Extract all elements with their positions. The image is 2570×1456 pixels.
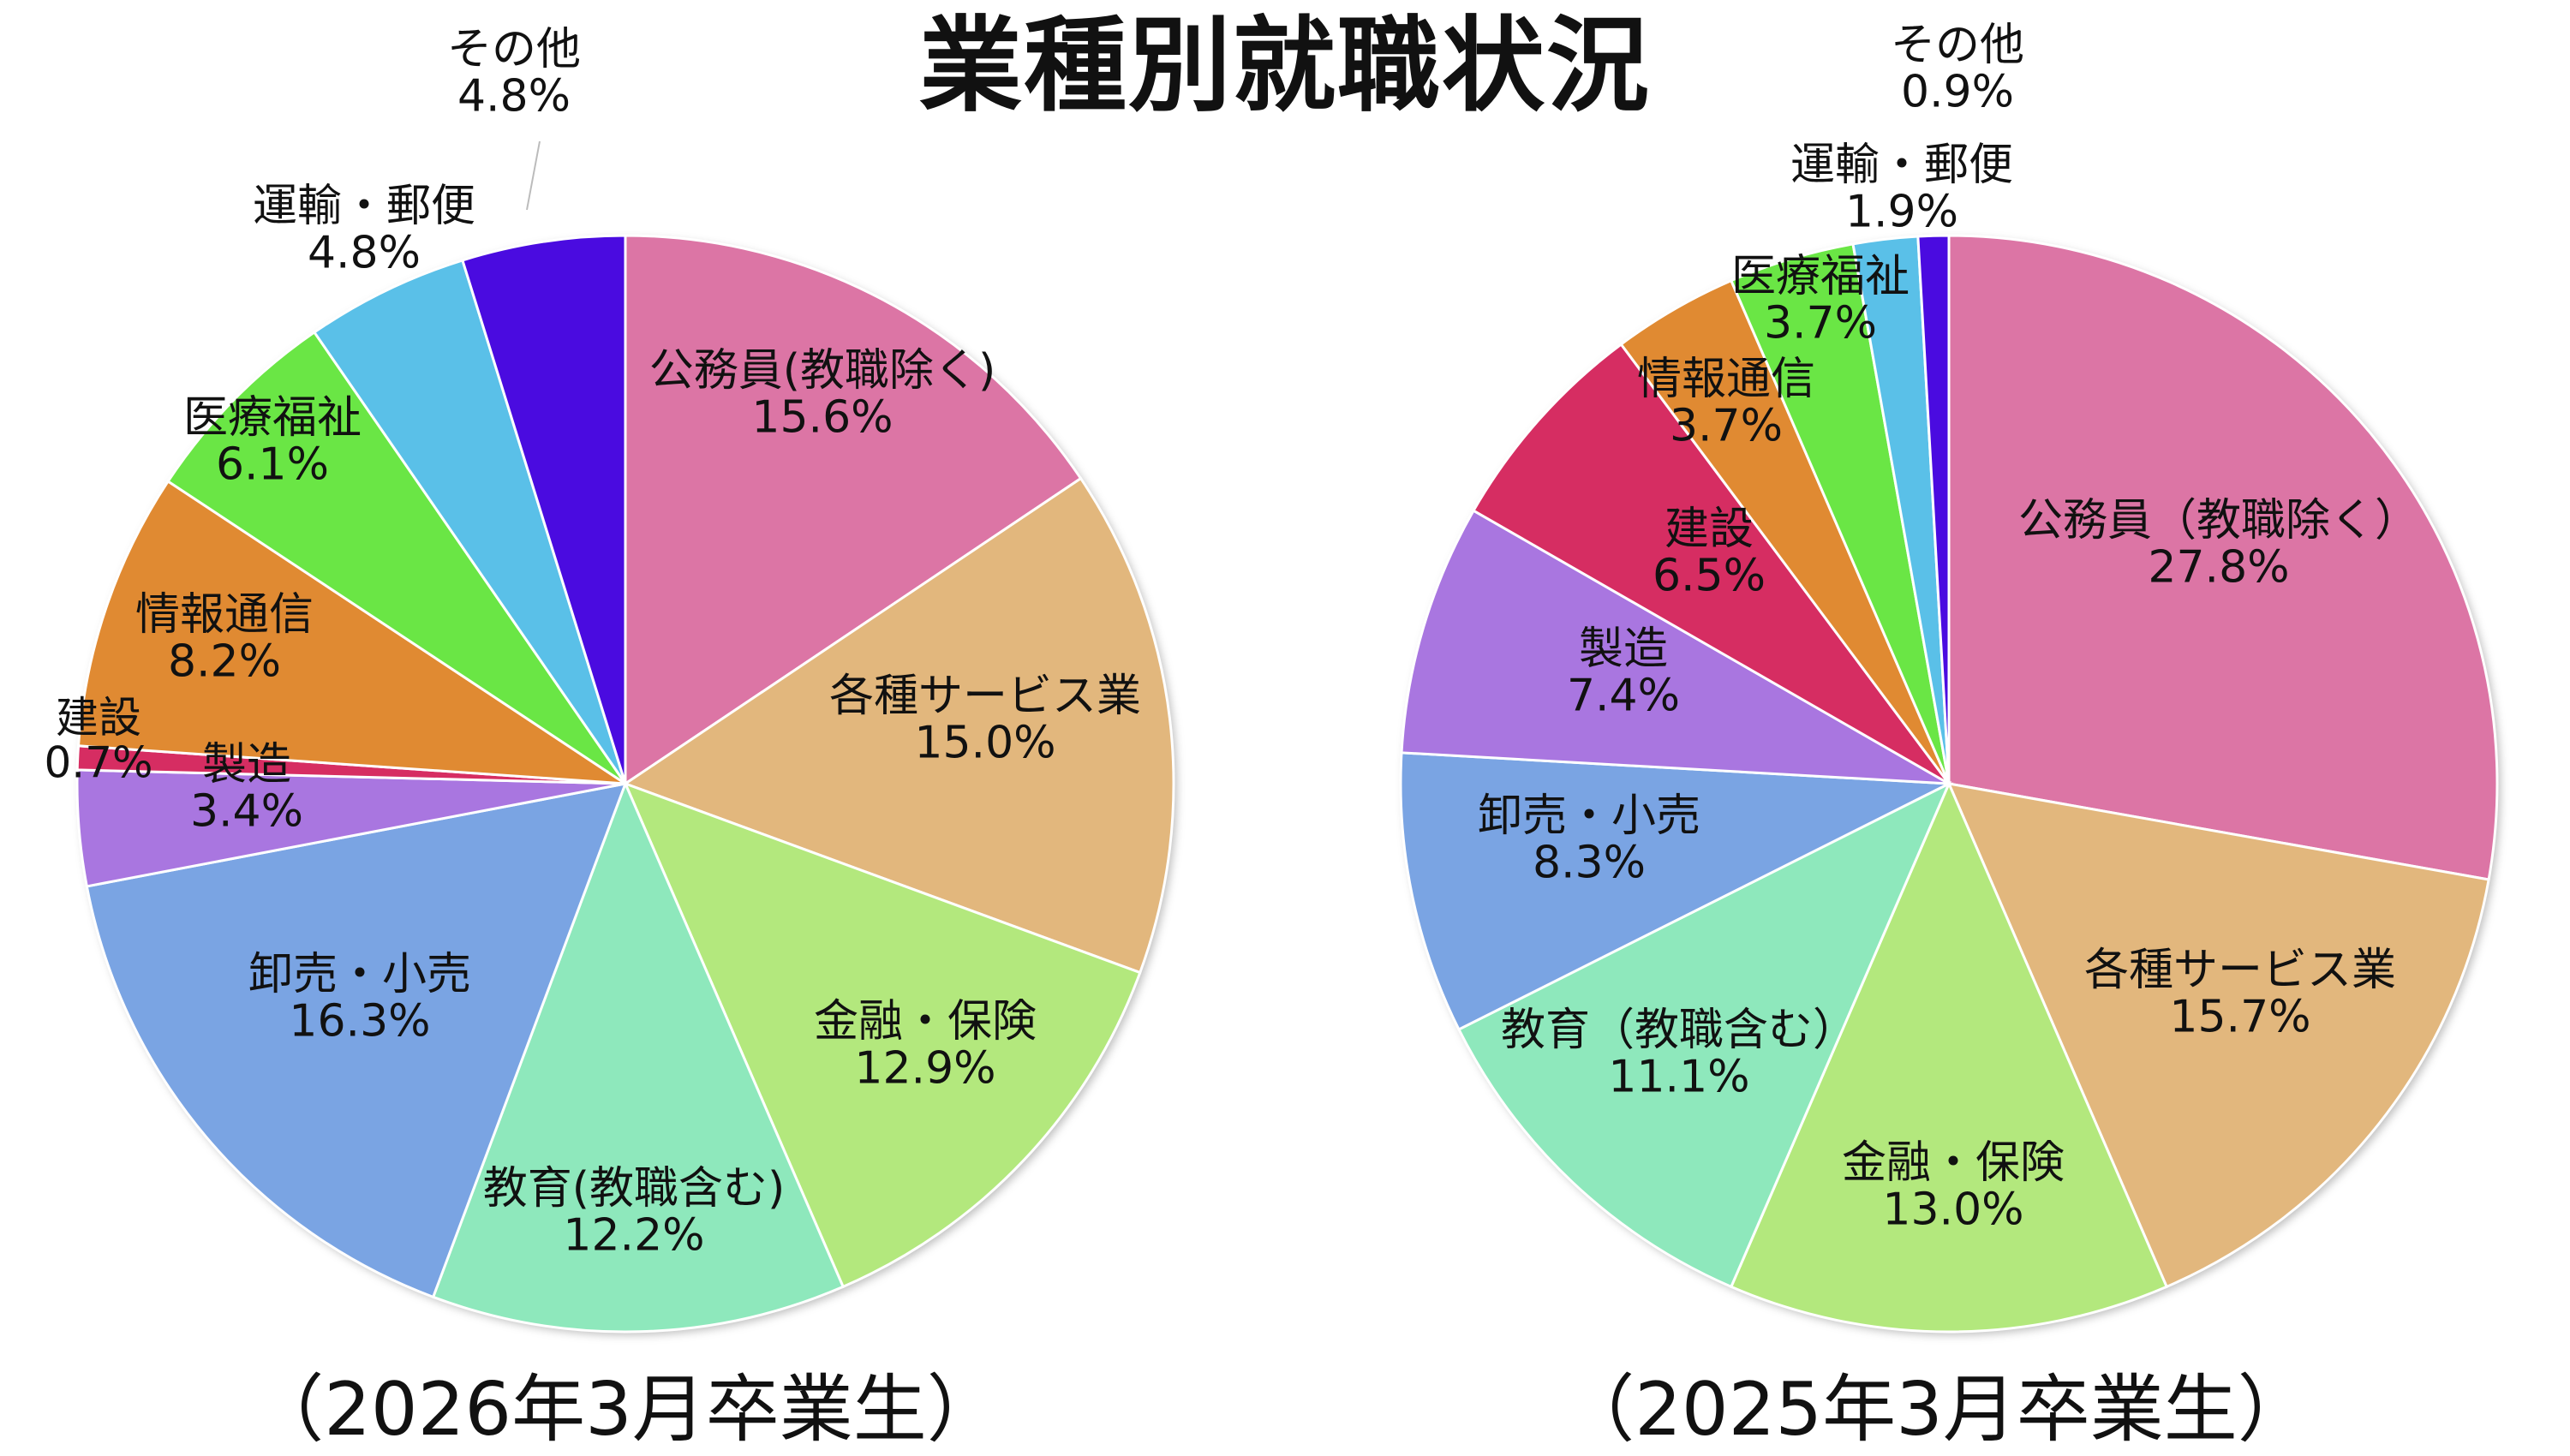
- pie-chart-2026: 公務員(教職除く) 15.6% 各種サービス業 15.0% 金融・保険 12.9% 教育(教…: [44, 24, 1175, 1334]
- pie-2025-slice-11: [1916, 234, 1951, 785]
- pie-2026-label-3: 金融・保険 12.9%: [814, 996, 1037, 1095]
- pie-2025-label-name-11: その他: [1891, 20, 2024, 71]
- pie-2025-slice-5: [1399, 751, 1954, 1031]
- pie-2026-label-2: 各種サービス業 15.0%: [829, 671, 1141, 769]
- pie-2025-label-value-8: 3.7%: [1670, 401, 1783, 452]
- pie-2025-label-value-2: 15.7%: [2169, 992, 2310, 1043]
- pie-2026-label-4: 教育(教職含む) 12.2%: [483, 1163, 786, 1262]
- pie-2025-slice-4: [1456, 780, 1952, 1289]
- pie-2025-label-name-9: 医療福祉: [1731, 251, 1910, 302]
- pie-2026-label-name-10: 運輸・郵便: [253, 181, 475, 232]
- pie-2026-label-value-5: 16.3%: [289, 996, 430, 1047]
- pie-2025-label-10: 運輸・郵便 1.9%: [1790, 140, 2013, 238]
- pie-2025-label-11: その他 0.9%: [1891, 20, 2024, 118]
- pie-2026-label-6: 製造 3.4%: [190, 739, 303, 838]
- pie-2026-label-value-9: 6.1%: [216, 439, 329, 491]
- pie-2025-slice-2: [1946, 782, 2490, 1289]
- pie-2026-label-11: その他 4.8%: [447, 24, 581, 122]
- pie-2026-label-value-6: 3.4%: [190, 786, 303, 838]
- pie-2026-label-name-8: 情報通信: [135, 589, 314, 641]
- pie-2026-label-name-3: 金融・保険: [814, 996, 1037, 1047]
- caption-2025: （2025年3月卒業生）: [1561, 1367, 2311, 1453]
- pie-2026-label-value-3: 12.9%: [854, 1043, 995, 1095]
- pie-2026-slice-5: [85, 782, 628, 1299]
- pie-2026-label-value-4: 12.2%: [563, 1210, 704, 1262]
- pie-2026-label-name-7: 建設: [56, 693, 141, 743]
- pie-2026-label-9: 医療福祉 6.1%: [183, 392, 362, 491]
- pie-2025-label-value-9: 3.7%: [1764, 298, 1877, 349]
- pie-2026-label-name-4: 教育(教職含む): [483, 1163, 786, 1214]
- pie-2025-label-name-10: 運輸・郵便: [1790, 140, 2013, 191]
- pie-2026-label-value-1: 15.6%: [751, 392, 893, 444]
- pie-2026-slice-8: [76, 479, 631, 785]
- pie-2025-label-value-11: 0.9%: [1901, 67, 2014, 118]
- pie-2026-slice-4: [431, 779, 846, 1334]
- pie-2026-label-name-5: 卸売・小売: [248, 949, 471, 1000]
- pie-2025-label-7: 建設 6.5%: [1653, 504, 1766, 602]
- pie-2025-label-5: 卸売・小売 8.3%: [1478, 791, 1700, 889]
- pie-2025-label-4: 教育（教職含む） 11.1%: [1501, 1005, 1857, 1103]
- pie-2025-label-name-2: 各種サービス業: [2084, 945, 2396, 996]
- pie-2026-slice-10: [312, 259, 627, 785]
- pie-chart-2025: 公務員（教職除く） 27.8%各種サービス業 15.7%金融・保険 13.0%教育（教…: [1399, 20, 2499, 1334]
- pie-2026-slice-11: [461, 234, 627, 785]
- pie-2026-label-value-2: 15.0%: [914, 718, 1055, 769]
- pie-2025-label-1: 公務員（教職除く） 27.8%: [2018, 495, 2419, 594]
- pie-2025-label-3: 金融・保険 13.0%: [1842, 1137, 2065, 1236]
- pie-2025-label-name-1: 公務員（教職除く）: [2018, 495, 2419, 546]
- pie-2026-slice-9: [166, 330, 627, 785]
- pie-2026-label-name-9: 医療福祉: [183, 392, 362, 444]
- pie-2025-label-value-6: 7.4%: [1567, 671, 1680, 722]
- pie-2025-label-name-4: 教育（教職含む）: [1501, 1005, 1857, 1056]
- pie-2026-leader-line-11: [526, 140, 541, 211]
- pie-2026-label-name-6: 製造: [202, 739, 291, 791]
- pie-2025-label-name-3: 金融・保険: [1842, 1137, 2065, 1189]
- pie-2026-slice-2: [622, 476, 1175, 975]
- pie-2025-label-2: 各種サービス業 15.7%: [2084, 945, 2396, 1043]
- pie-2025-label-value-1: 27.8%: [2148, 542, 2289, 594]
- pie-2026-label-10: 運輸・郵便 4.8%: [253, 181, 475, 279]
- pie-2025-slice-1: [1947, 234, 2499, 881]
- pie-2025-slice-3: [1729, 780, 2169, 1334]
- pie-2026-slice-1: [624, 234, 1083, 786]
- pie-2025-label-value-4: 11.1%: [1608, 1052, 1749, 1103]
- pie-2025-label-8: 情報通信 3.7%: [1637, 354, 1815, 452]
- pie-2025-label-value-10: 1.9%: [1845, 187, 1958, 238]
- pie-2026-label-8: 情報通信 8.2%: [135, 589, 314, 688]
- pie-2026-label-5: 卸売・小売 16.3%: [248, 949, 471, 1047]
- pie-2025-slice-7: [1472, 342, 1951, 785]
- pie-2026-label-value-8: 8.2%: [168, 636, 281, 688]
- pie-2025-label-9: 医療福祉 3.7%: [1731, 251, 1910, 349]
- pie-2025-label-name-8: 情報通信: [1637, 354, 1815, 405]
- pie-2025-label-value-5: 8.3%: [1533, 838, 1646, 889]
- pie-2025-label-name-6: 製造: [1579, 624, 1668, 675]
- pie-2026-label-value-11: 4.8%: [457, 71, 571, 122]
- pie-2025-slice-6: [1400, 509, 1950, 785]
- pie-2025-label-value-7: 6.5%: [1653, 551, 1766, 602]
- caption-2026: （2026年3月卒業生）: [250, 1367, 1001, 1453]
- pie-2025-label-name-7: 建設: [1665, 504, 1754, 555]
- chart-title: 業種別就職状況: [919, 7, 1651, 126]
- pie-2026-label-name-2: 各種サービス業: [829, 671, 1141, 722]
- pie-2025-label-value-3: 13.0%: [1882, 1184, 2023, 1236]
- pie-2026-label-7: 建設 0.7%: [44, 693, 152, 788]
- pie-2026-label-name-1: 公務員(教職除く): [649, 345, 996, 397]
- pie-2026-slice-3: [623, 781, 1142, 1289]
- pie-2025-label-6: 製造 7.4%: [1567, 624, 1680, 722]
- pie-2025-label-name-5: 卸売・小売: [1478, 791, 1700, 842]
- pie-2026-label-value-7: 0.7%: [44, 738, 152, 788]
- pie-2026-label-value-10: 4.8%: [308, 228, 421, 279]
- pie-2026-label-name-11: その他: [447, 24, 581, 75]
- pie-2026-label-1: 公務員(教職除く) 15.6%: [649, 345, 996, 444]
